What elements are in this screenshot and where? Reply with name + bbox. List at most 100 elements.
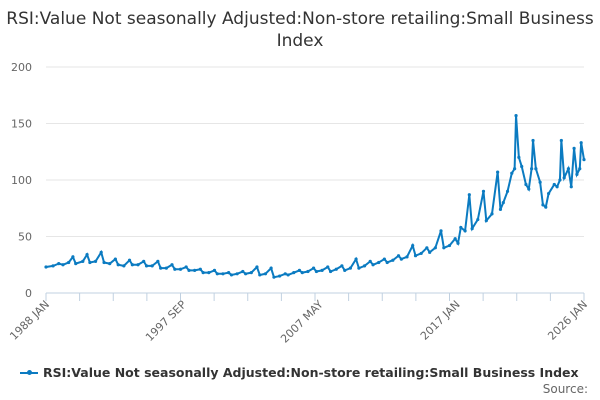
data-point bbox=[113, 257, 117, 261]
source-label: Source: bbox=[542, 382, 588, 396]
data-point bbox=[433, 246, 437, 250]
data-point bbox=[456, 241, 460, 245]
legend-item[interactable]: RSI:Value Not seasonally Adjusted:Non-st… bbox=[20, 365, 579, 380]
x-tick-label: 1988 JAN bbox=[7, 298, 52, 343]
data-point bbox=[207, 271, 211, 275]
data-point bbox=[212, 268, 217, 272]
data-point bbox=[531, 138, 535, 143]
data-point bbox=[193, 268, 197, 272]
data-point bbox=[102, 260, 106, 265]
data-point bbox=[530, 167, 534, 171]
data-point bbox=[130, 263, 134, 267]
x-tick-label: 1997 SEP bbox=[143, 298, 189, 344]
data-point bbox=[178, 267, 183, 271]
data-point bbox=[283, 272, 287, 276]
data-point bbox=[538, 180, 542, 184]
data-point bbox=[534, 167, 538, 171]
data-point bbox=[122, 264, 126, 268]
data-point bbox=[71, 255, 75, 259]
data-point bbox=[187, 268, 191, 272]
data-point bbox=[201, 271, 205, 275]
data-point bbox=[278, 274, 282, 278]
data-point bbox=[425, 246, 429, 250]
data-point bbox=[61, 263, 65, 267]
data-point bbox=[229, 273, 234, 277]
data-point bbox=[108, 262, 112, 266]
data-point bbox=[159, 266, 163, 270]
data-point bbox=[156, 259, 160, 263]
data-point bbox=[382, 257, 386, 261]
data-point bbox=[269, 266, 273, 270]
data-point bbox=[244, 272, 248, 276]
data-point bbox=[127, 258, 132, 262]
data-point bbox=[399, 257, 403, 261]
data-point bbox=[544, 205, 548, 209]
data-point bbox=[476, 217, 480, 222]
data-point bbox=[164, 266, 168, 270]
data-point bbox=[520, 164, 524, 169]
data-point bbox=[566, 167, 571, 171]
data-point bbox=[170, 263, 174, 267]
data-point bbox=[582, 158, 586, 162]
data-point bbox=[215, 272, 219, 276]
data-point bbox=[74, 262, 78, 266]
data-point bbox=[292, 271, 296, 275]
data-point bbox=[334, 267, 338, 271]
data-point bbox=[484, 219, 488, 223]
data-point bbox=[579, 141, 583, 145]
data-point bbox=[57, 262, 61, 266]
data-point bbox=[263, 272, 268, 276]
data-point bbox=[258, 273, 262, 277]
data-point bbox=[411, 243, 415, 248]
data-point bbox=[391, 258, 395, 262]
data-point bbox=[99, 250, 103, 254]
data-point bbox=[413, 254, 418, 258]
y-tick-label: 100 bbox=[11, 174, 32, 187]
data-point bbox=[463, 229, 467, 233]
data-point bbox=[447, 243, 452, 248]
x-tick-label: 2007 MAY bbox=[278, 298, 326, 346]
data-point bbox=[88, 260, 92, 265]
data-point bbox=[241, 269, 245, 274]
data-point bbox=[371, 263, 375, 267]
data-point bbox=[419, 251, 423, 256]
data-point bbox=[575, 172, 579, 176]
data-point bbox=[572, 146, 576, 150]
data-point bbox=[396, 254, 401, 258]
data-point bbox=[297, 268, 302, 272]
data-point bbox=[144, 264, 149, 268]
data-point bbox=[328, 269, 333, 274]
data-point bbox=[510, 171, 514, 175]
data-point bbox=[184, 265, 188, 269]
data-point bbox=[498, 207, 503, 211]
data-point bbox=[320, 268, 324, 272]
data-point bbox=[428, 250, 432, 254]
data-point bbox=[558, 178, 562, 182]
data-point bbox=[562, 176, 566, 180]
data-point bbox=[513, 167, 517, 171]
data-point bbox=[354, 257, 358, 261]
data-point bbox=[496, 170, 500, 174]
data-point bbox=[67, 260, 71, 265]
y-tick-label: 50 bbox=[18, 231, 32, 244]
data-point bbox=[314, 269, 319, 274]
data-point bbox=[524, 182, 528, 187]
data-point bbox=[173, 267, 177, 271]
data-point bbox=[501, 201, 505, 205]
data-point bbox=[81, 259, 85, 263]
data-point bbox=[552, 182, 556, 187]
chart-title: RSI:Value Not seasonally Adjusted:Non-st… bbox=[6, 9, 594, 51]
data-point bbox=[343, 268, 347, 272]
data-point bbox=[221, 272, 225, 276]
data-point bbox=[44, 265, 48, 269]
data-point bbox=[481, 189, 486, 193]
data-point bbox=[300, 271, 304, 275]
data-point bbox=[93, 259, 98, 263]
data-point bbox=[116, 263, 120, 267]
data-point bbox=[453, 237, 457, 241]
data-point bbox=[326, 265, 330, 269]
series-line bbox=[45, 115, 585, 279]
data-point bbox=[527, 187, 531, 191]
y-tick-label: 0 bbox=[25, 287, 32, 300]
data-point bbox=[442, 246, 446, 250]
